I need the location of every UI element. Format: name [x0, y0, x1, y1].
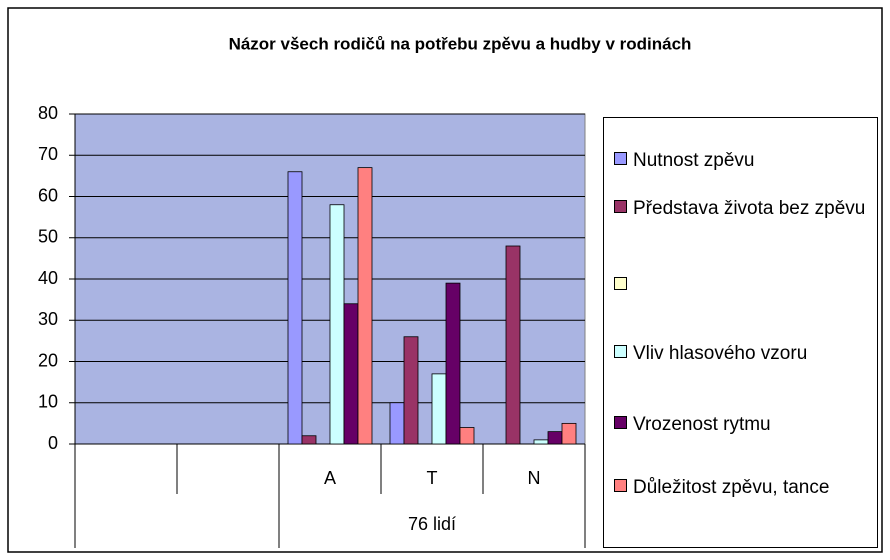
legend-entry: Vliv hlasového vzoru — [614, 336, 876, 371]
bar — [343, 303, 359, 445]
legend-swatch — [614, 277, 627, 290]
x-tick-label: A — [324, 468, 336, 488]
bar — [301, 435, 317, 445]
legend: Nutnost zpěvu Představa života bez zpěvu V… — [603, 117, 878, 548]
chart-title: Názor všech rodičů na potřebu zpěvu a hu… — [229, 34, 692, 53]
category-group-label: 76 lidí — [408, 514, 456, 534]
legend-entry: Důležitost zpěvu, tance — [614, 470, 876, 505]
y-tick-label: 50 — [38, 227, 58, 247]
legend-label: Představa života bez zpěvu — [633, 198, 866, 219]
bar — [431, 373, 447, 445]
legend-label: Vrozenost rytmu — [633, 414, 771, 435]
bar — [445, 282, 461, 445]
legend-entry — [614, 268, 876, 303]
bar — [287, 171, 303, 445]
y-tick-label: 20 — [38, 350, 58, 370]
bar — [547, 431, 563, 445]
bar — [403, 336, 419, 445]
bar — [533, 439, 549, 445]
bar — [389, 402, 405, 445]
bar — [329, 204, 345, 445]
y-tick-label: 70 — [38, 144, 58, 164]
bar — [561, 422, 577, 445]
y-tick-label: 0 — [48, 433, 58, 453]
legend-label: Důležitost zpěvu, tance — [633, 477, 830, 498]
legend-label: Vliv hlasového vzoru — [633, 343, 808, 364]
y-tick-label: 60 — [38, 185, 58, 205]
legend-swatch — [614, 416, 627, 429]
legend-entry: Vrozenost rytmu — [614, 407, 876, 442]
y-tick-label: 30 — [38, 309, 58, 329]
legend-swatch — [614, 200, 627, 213]
bar — [459, 427, 475, 445]
y-tick-label: 10 — [38, 392, 58, 412]
bar — [505, 245, 521, 445]
x-tick-label: T — [427, 468, 438, 488]
bar — [357, 167, 373, 445]
legend-label: Nutnost zpěvu — [633, 150, 755, 171]
legend-swatch — [614, 152, 627, 165]
x-tick-label: N — [528, 468, 541, 488]
legend-entry: Představa života bez zpěvu — [614, 191, 876, 226]
legend-swatch — [614, 345, 627, 358]
y-tick-label: 80 — [38, 103, 58, 123]
y-tick-label: 40 — [38, 268, 58, 288]
legend-swatch — [614, 479, 627, 492]
legend-entry: Nutnost zpěvu — [614, 143, 876, 178]
